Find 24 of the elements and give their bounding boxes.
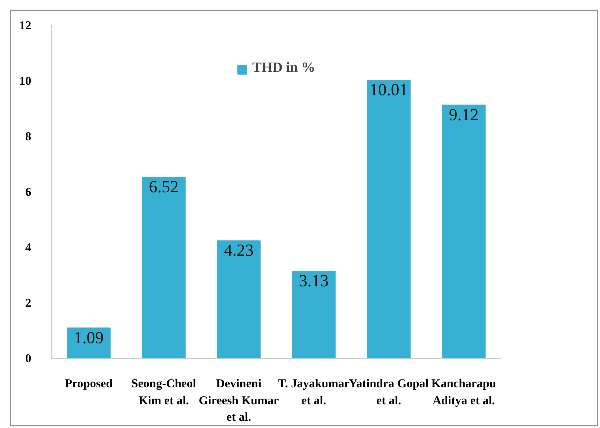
y-tick-label: 4 [26, 240, 32, 254]
data-label: 9.12 [449, 105, 479, 124]
x-tick-label: Kancharapu Aditya et al. [432, 376, 497, 408]
data-label: 3.13 [299, 272, 329, 291]
x-tick-label: Seong-Cheol Kim et al. [132, 376, 197, 408]
bar [292, 271, 336, 358]
data-label: 6.52 [149, 178, 179, 197]
bar [442, 104, 486, 358]
bar [217, 240, 261, 358]
y-tick-label: 10 [20, 74, 32, 88]
data-label: 1.09 [74, 328, 104, 348]
y-tick-label: 0 [26, 352, 32, 366]
data-label: 10.01 [370, 80, 408, 100]
y-tick-label: 12 [20, 18, 32, 32]
y-tick-label: 2 [26, 296, 32, 310]
legend-label: THD in % [252, 61, 316, 77]
x-tick-label: Yatindra Gopal et al. [349, 376, 430, 408]
x-tick-label: T. Jayakumar et al. [278, 376, 351, 408]
bar [367, 80, 411, 358]
x-tick-label: Proposed [65, 376, 114, 390]
data-label: 4.23 [224, 241, 254, 260]
y-tick-label: 8 [26, 130, 32, 144]
y-tick-label: 6 [26, 185, 32, 199]
bar [142, 177, 186, 358]
